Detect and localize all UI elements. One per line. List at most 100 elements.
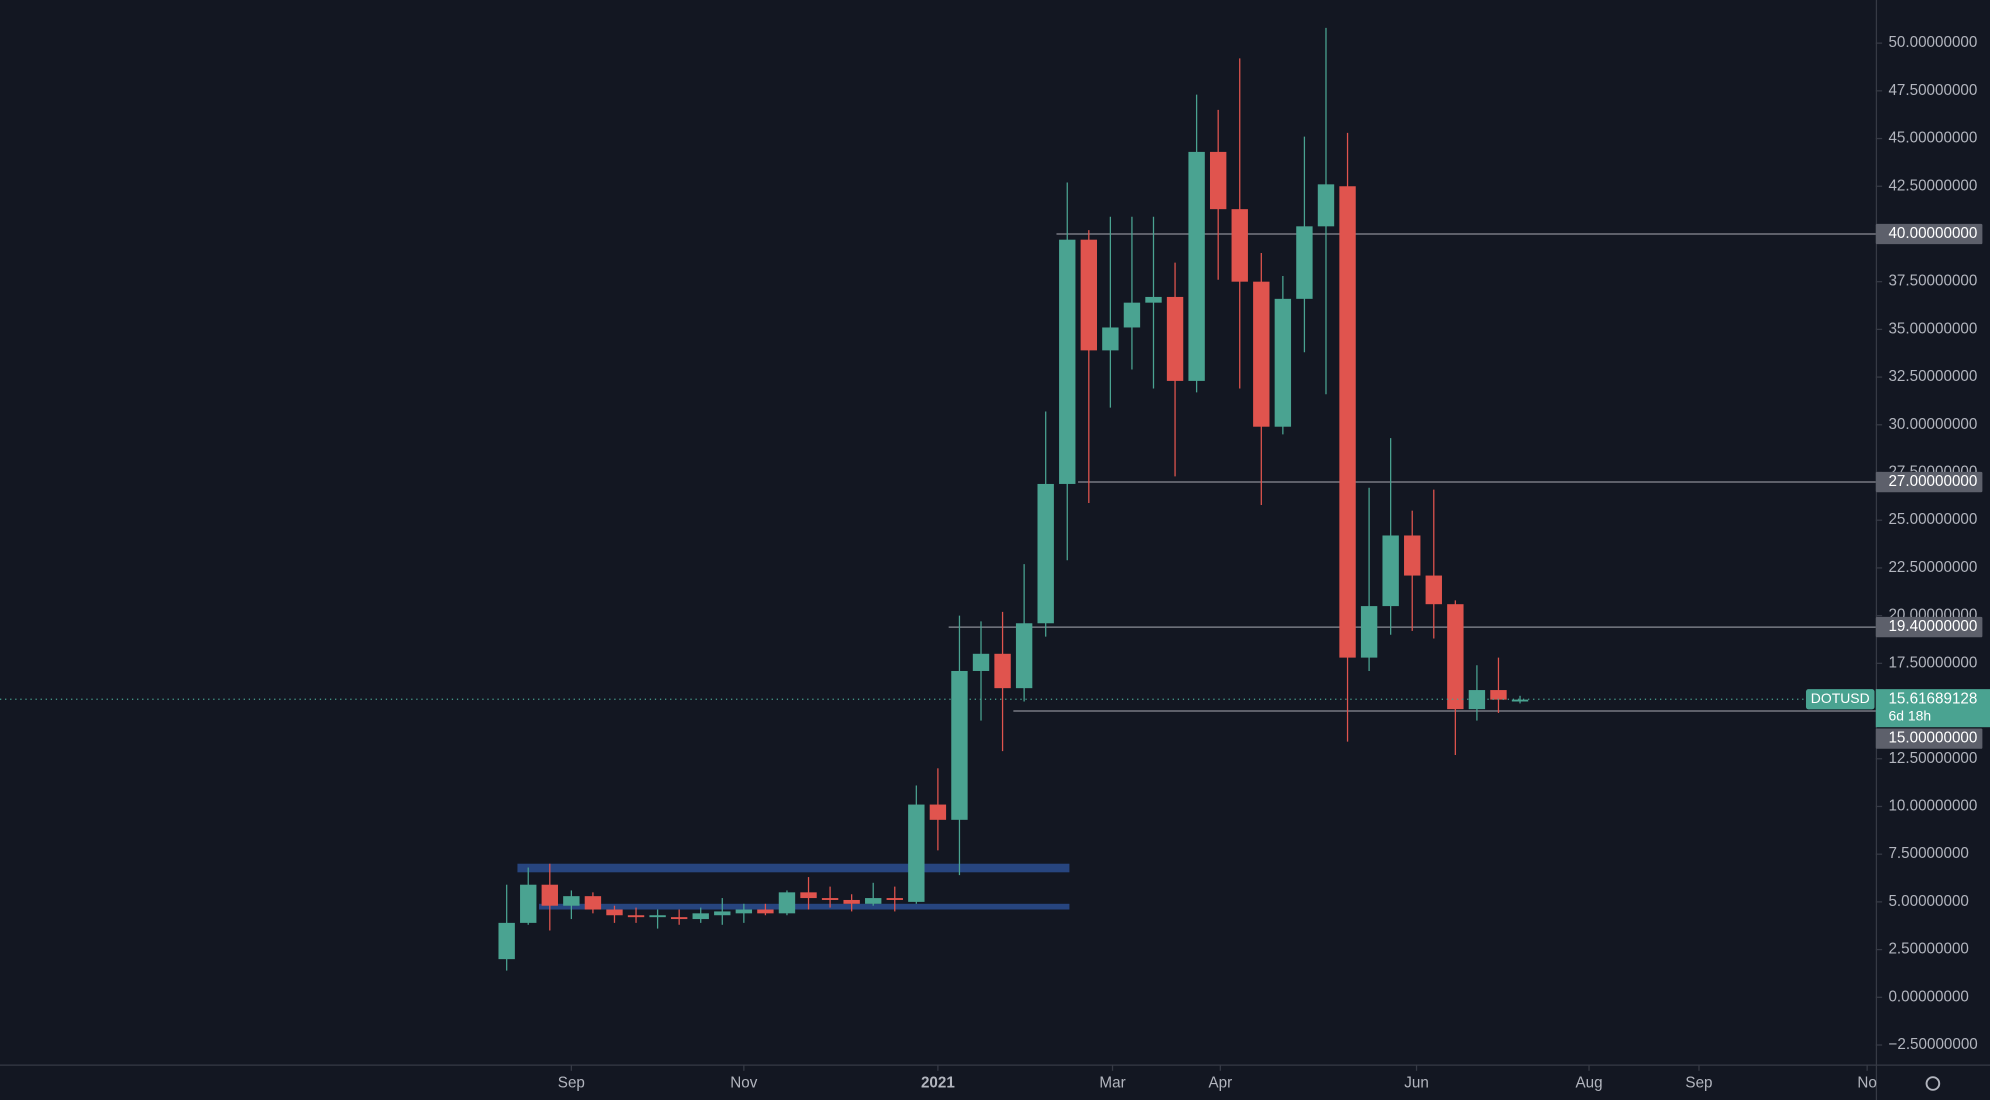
candle <box>1123 216 1141 370</box>
candle-body <box>1404 535 1421 576</box>
candle-body <box>1188 151 1205 381</box>
candle-body <box>1253 281 1270 427</box>
candle-body <box>1425 575 1442 605</box>
candle <box>951 615 968 876</box>
candle <box>757 903 774 916</box>
candle-body <box>757 909 774 914</box>
candle <box>908 785 925 904</box>
candle <box>520 867 537 925</box>
zone <box>517 863 1070 873</box>
candle <box>886 886 903 912</box>
x-tick-label: Nov <box>730 1075 757 1092</box>
candle <box>1209 109 1227 280</box>
candle-body <box>908 804 925 902</box>
candle-body <box>1059 239 1076 484</box>
zone <box>539 903 1070 910</box>
candle <box>541 863 558 931</box>
y-tick-label: 2.50000000 <box>1888 941 1968 958</box>
candle-body <box>1468 690 1486 710</box>
settings-icon[interactable] <box>1925 1076 1941 1091</box>
candle <box>929 768 947 851</box>
candle-body <box>1339 186 1356 658</box>
candle <box>498 884 515 971</box>
candle <box>1404 510 1421 631</box>
candle <box>1188 94 1205 393</box>
candle-body <box>563 896 580 906</box>
candle-body <box>1231 209 1248 282</box>
candle-body <box>994 653 1011 689</box>
candle-body <box>649 915 666 918</box>
candle-body <box>670 917 688 920</box>
y-tick-label: 7.50000000 <box>1888 845 1968 862</box>
candle <box>627 907 645 923</box>
y-tick-label: 52.50000000 <box>1888 0 1977 3</box>
y-tick-label: 22.50000000 <box>1888 559 1977 576</box>
candle <box>1425 489 1442 639</box>
candle-body <box>1166 296 1184 381</box>
candle <box>584 892 602 914</box>
candle-body <box>1296 226 1313 299</box>
candle-body <box>606 909 623 916</box>
candle-body <box>778 892 796 914</box>
candle-body <box>1511 699 1529 702</box>
candle-body <box>714 911 731 916</box>
level-tag <box>1875 616 1983 638</box>
candle-body <box>1209 151 1227 210</box>
level-tag <box>1875 223 1983 245</box>
y-tick-label: 12.50000000 <box>1888 750 1977 767</box>
candle <box>1253 253 1270 505</box>
candle <box>563 890 580 920</box>
candle-body <box>520 884 537 923</box>
candle-body <box>498 922 515 960</box>
candle-body <box>1382 535 1399 607</box>
candle <box>1059 182 1076 561</box>
candle-body <box>1080 239 1098 351</box>
candle <box>972 621 990 721</box>
y-tick-label: −2.50000000 <box>1888 1036 1977 1053</box>
level-label: 19.40000000 <box>1888 618 1977 635</box>
x-tick-label: Apr <box>1208 1075 1232 1092</box>
candle-body <box>692 913 709 920</box>
candle <box>714 898 731 925</box>
candle <box>606 905 623 923</box>
candle-body <box>800 892 817 899</box>
y-tick-label: 10.00000000 <box>1888 797 1977 814</box>
candle <box>1360 487 1378 671</box>
y-tick-label: 47.50000000 <box>1888 82 1977 99</box>
symbol-tag <box>1805 689 1875 710</box>
candle-body <box>541 884 558 906</box>
countdown-label: 6d 18h <box>1888 708 1931 724</box>
candle-body <box>1447 604 1464 710</box>
candle-body <box>1123 302 1141 328</box>
symbol-label: DOTUSD <box>1811 690 1870 706</box>
candle <box>1490 657 1507 713</box>
level-label: 40.00000000 <box>1888 225 1977 242</box>
candle-body <box>821 898 839 900</box>
x-tick-label: No <box>1857 1075 1876 1092</box>
candle <box>821 886 839 908</box>
candle-body <box>1490 690 1507 700</box>
candle-body <box>1274 298 1292 427</box>
candle <box>1274 275 1292 435</box>
candle <box>1296 136 1313 353</box>
candle-body <box>886 898 903 900</box>
candle-body <box>929 804 947 820</box>
price-tag <box>1875 689 1990 728</box>
candle <box>692 907 709 923</box>
candle <box>1468 665 1486 721</box>
level-tag <box>1875 471 1983 493</box>
candle-body <box>1037 483 1054 624</box>
candle <box>843 894 860 912</box>
candle <box>670 909 688 925</box>
candle <box>1145 216 1162 389</box>
candle <box>778 890 796 916</box>
candle <box>1511 695 1529 704</box>
level-label: 27.00000000 <box>1888 473 1977 490</box>
x-tick-label: Jun <box>1404 1075 1429 1092</box>
candle <box>994 611 1011 752</box>
candle-body <box>1102 327 1119 351</box>
x-tick-label: Aug <box>1575 1075 1602 1092</box>
candle-body <box>1145 296 1162 303</box>
